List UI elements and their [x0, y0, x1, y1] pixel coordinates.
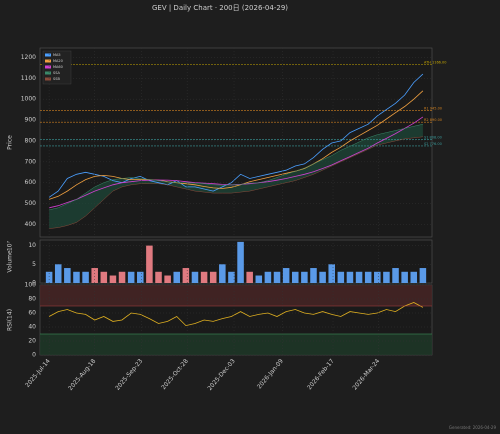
series-line — [49, 136, 423, 229]
legend-label: MA5 — [53, 53, 61, 57]
y-axis-unit: 10⁷ — [7, 240, 14, 251]
y-axis-label: RSI(14) — [7, 309, 14, 331]
y-tick-label: 500 — [25, 200, 37, 207]
volume-bar — [164, 275, 171, 283]
legend-label: MA20 — [53, 59, 63, 63]
legend-swatch — [45, 53, 51, 57]
legend-swatch — [45, 65, 51, 69]
volume-bar — [200, 271, 208, 283]
level-label: S2 776.00 — [424, 142, 442, 146]
level-label: ATH 1166.00 — [424, 60, 446, 64]
volume-bar — [73, 271, 80, 283]
volume-bar — [319, 271, 326, 283]
volume-bar — [264, 271, 272, 283]
volume-bar — [137, 271, 144, 283]
footer: Generated: 2026-04-29 — [449, 425, 497, 430]
volume-bar — [182, 268, 190, 283]
level-label: R1 945.00 — [424, 107, 442, 111]
volume-bar — [282, 268, 290, 283]
cloud — [49, 124, 423, 229]
y-tick-label: 20 — [28, 338, 36, 345]
y-tick-label: 800 — [25, 137, 37, 144]
volume-bar — [219, 264, 226, 283]
series-line — [49, 123, 423, 211]
y-tick-label: 100 — [25, 282, 37, 289]
y-tick-label: 1000 — [21, 96, 36, 103]
volume-bar — [246, 271, 253, 283]
volume-bar — [355, 271, 363, 283]
y-tick-label: 400 — [25, 221, 37, 228]
level-label: R2 890.00 — [424, 118, 442, 122]
volume-bar — [255, 275, 263, 283]
volume-bar — [209, 271, 217, 283]
volume-bar — [54, 264, 62, 283]
legend-swatch — [45, 59, 51, 63]
legend-swatch — [45, 71, 51, 75]
series-line — [48, 302, 424, 327]
y-tick-label: 1200 — [21, 54, 36, 61]
zone — [40, 334, 432, 355]
level-label: S1 808.00 — [424, 135, 442, 139]
legend-swatch — [45, 77, 51, 81]
volume-bar — [82, 271, 89, 283]
volume-bar — [191, 271, 199, 283]
volume-bar — [337, 271, 345, 283]
y-tick-label: 900 — [25, 117, 37, 124]
volume-bar — [173, 271, 181, 283]
panel — [39, 239, 433, 284]
volume-bar — [45, 271, 53, 283]
legend-label: SSA — [53, 71, 61, 75]
volume-bar — [374, 271, 381, 283]
legend-label: MA60 — [53, 65, 63, 69]
volume-bar — [237, 241, 244, 283]
volume-bar — [109, 275, 117, 283]
volume-bar — [364, 271, 372, 283]
volume-bar — [392, 268, 399, 283]
legend-label: SSB — [53, 77, 60, 81]
volume-bar — [328, 264, 335, 283]
volume-bar — [146, 245, 153, 283]
volume-bar — [346, 271, 354, 283]
volume-bar — [118, 271, 126, 283]
volume-bar — [410, 271, 418, 283]
volume-bar — [383, 271, 390, 283]
y-tick-label: 5 — [32, 261, 36, 268]
volume-bar — [91, 268, 98, 283]
chart-title: GEV | Daily Chart · 200日 (2026-04-29) — [152, 4, 288, 12]
y-tick-label: 10 — [28, 242, 36, 249]
y-axis-label: Volume — [7, 250, 14, 273]
volume-bar — [155, 271, 162, 283]
volume-bar — [301, 271, 308, 283]
series-line — [48, 90, 424, 200]
y-axis-label: Price — [7, 135, 14, 150]
volume-bar — [228, 271, 235, 283]
y-tick-label: 0 — [32, 280, 36, 287]
volume-bar — [291, 271, 299, 283]
y-tick-label: 700 — [25, 158, 37, 165]
y-tick-label: 40 — [28, 324, 36, 331]
volume-bar — [273, 271, 281, 283]
volume-bar — [419, 268, 427, 283]
volume-bar — [127, 271, 135, 283]
y-tick-label: 600 — [25, 179, 37, 186]
volume-bar — [310, 268, 317, 283]
volume-bar — [100, 271, 108, 283]
y-tick-label: 0 — [32, 352, 36, 359]
zone — [40, 285, 432, 306]
volume-bar — [401, 271, 408, 283]
y-tick-label: 1100 — [21, 75, 36, 82]
y-tick-label: 80 — [28, 296, 36, 303]
volume-bar — [64, 268, 71, 283]
y-tick-label: 60 — [28, 310, 36, 317]
